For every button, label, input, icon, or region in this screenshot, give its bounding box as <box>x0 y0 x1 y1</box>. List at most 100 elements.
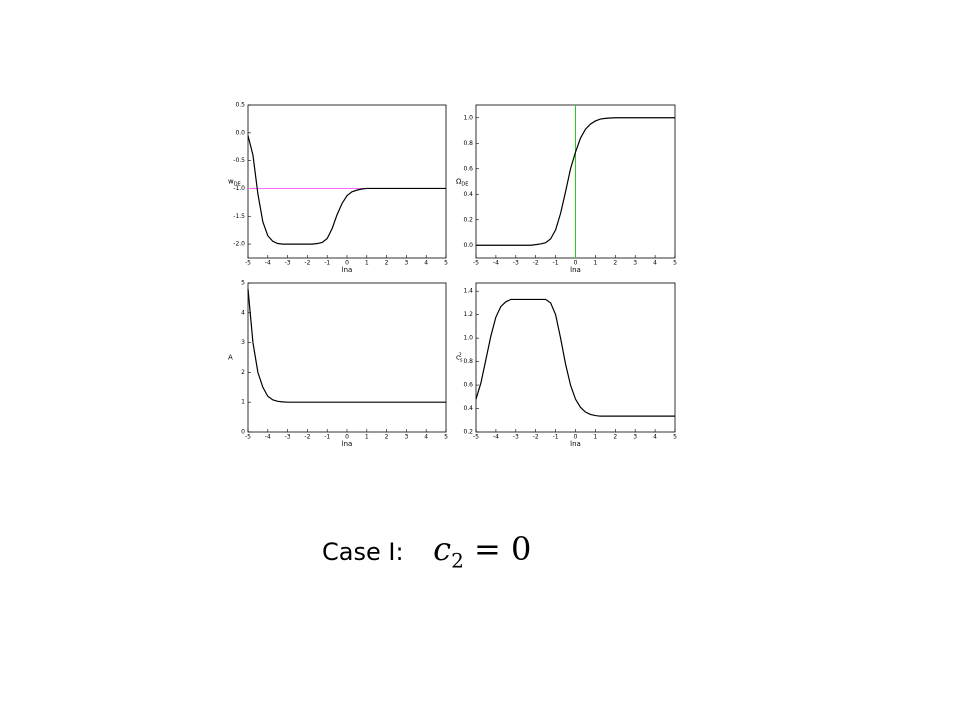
x-tick-label: 4 <box>424 434 428 441</box>
y-tick-label: 0.4 <box>463 191 473 198</box>
x-tick-label: -5 <box>473 434 479 441</box>
x-tick-label: -3 <box>285 260 291 267</box>
caption-math: c2 = 0 <box>433 530 532 572</box>
data-line <box>476 117 675 246</box>
y-label-sub: s <box>460 357 463 363</box>
y-tick-label: 0.2 <box>463 216 473 223</box>
caption-label: Case I: <box>322 538 404 566</box>
x-tick-label: -1 <box>553 434 559 441</box>
x-tick-label: -1 <box>553 260 559 267</box>
y-tick-label: 1.0 <box>463 335 473 342</box>
x-tick-label: 5 <box>673 260 677 267</box>
x-tick-label: 5 <box>444 260 448 267</box>
math-var: c <box>433 530 452 568</box>
x-tick-label: -5 <box>245 260 251 267</box>
y-label-main: Ω <box>456 178 462 186</box>
y-tick-label: 3 <box>241 339 245 346</box>
y-tick-label: 0.5 <box>235 102 245 109</box>
y-tick-label: -0.5 <box>233 157 245 164</box>
x-tick-label: 1 <box>365 260 369 267</box>
x-tick-label: 0 <box>574 260 578 267</box>
x-tick-label: 5 <box>673 434 677 441</box>
x-tick-label: 1 <box>365 434 369 441</box>
y-tick-label: 1.2 <box>463 311 473 318</box>
math-rhs: = 0 <box>474 530 532 568</box>
y-label-main: w <box>228 178 234 186</box>
x-tick-label: 3 <box>404 260 408 267</box>
y-label-sub: DE <box>461 181 468 187</box>
y-tick-label: -1.5 <box>233 213 245 220</box>
x-axis-label: lna <box>570 440 581 448</box>
x-tick-label: 3 <box>633 434 637 441</box>
y-tick-label: -1.0 <box>233 185 245 192</box>
x-tick-label: 3 <box>633 260 637 267</box>
y-tick-label: 1 <box>241 399 245 406</box>
x-tick-label: 4 <box>424 260 428 267</box>
y-tick-label: 1.4 <box>463 288 473 295</box>
x-tick-label: -2 <box>304 434 310 441</box>
y-tick-label: -2.0 <box>233 241 245 248</box>
math-sub: 2 <box>451 548 464 573</box>
x-tick-label: 3 <box>404 434 408 441</box>
caption: Case I: c2 = 0 <box>322 530 531 572</box>
x-tick-label: -3 <box>285 434 291 441</box>
x-axis-label: lna <box>570 266 581 274</box>
y-tick-label: 0.6 <box>463 165 473 172</box>
x-tick-label: 2 <box>613 260 617 267</box>
x-tick-label: 4 <box>653 434 657 441</box>
y-tick-label: 0 <box>241 429 245 436</box>
y-tick-label: 0.8 <box>463 140 473 147</box>
x-tick-label: 4 <box>653 260 657 267</box>
plot-frame <box>247 282 447 433</box>
x-tick-label: 5 <box>444 434 448 441</box>
y-label-main: c <box>456 354 460 362</box>
plot-frame <box>247 104 447 259</box>
y-tick-label: 0.4 <box>463 405 473 412</box>
charts: -5 -4 -3 -2 -1 0 1 2 3 4 5 -2.0 -1.5 -1.0 -0.5 0.0 0.5 ln… <box>228 102 677 449</box>
plot-frame <box>475 282 676 433</box>
x-tick-label: -2 <box>533 434 539 441</box>
y-axis-label: wDE <box>228 178 241 188</box>
x-tick-label: -2 <box>304 260 310 267</box>
x-tick-label: 2 <box>613 434 617 441</box>
data-line <box>247 288 446 403</box>
y-tick-label: 2 <box>241 369 245 376</box>
x-tick-label: -3 <box>513 434 519 441</box>
x-tick-label: 0 <box>345 260 349 267</box>
x-tick-label: -2 <box>533 260 539 267</box>
x-tick-label: 1 <box>593 260 597 267</box>
x-tick-label: -4 <box>493 260 499 267</box>
x-tick-label: 0 <box>574 434 578 441</box>
y-axis-label: A <box>228 354 233 362</box>
x-tick-label: 0 <box>345 434 349 441</box>
x-tick-label: -3 <box>513 260 519 267</box>
y-tick-label: 1.0 <box>463 114 473 121</box>
data-line <box>247 135 446 245</box>
x-axis-label: lna <box>342 266 353 274</box>
y-tick-label: 5 <box>241 280 245 287</box>
y-tick-label: 0.0 <box>463 242 473 249</box>
data-line <box>475 298 675 417</box>
x-tick-label: -4 <box>265 434 271 441</box>
y-tick-label: 4 <box>241 309 245 316</box>
x-axis-label: lna <box>342 440 353 448</box>
x-tick-label: -4 <box>493 434 499 441</box>
y-tick-label: 0.6 <box>463 382 473 389</box>
y-label-sup: 2 <box>458 352 461 358</box>
x-tick-label: -4 <box>265 260 271 267</box>
x-tick-label: -5 <box>245 434 251 441</box>
x-tick-label: 2 <box>385 260 389 267</box>
y-tick-label: 0.8 <box>463 358 473 365</box>
y-label-main: A <box>228 354 233 362</box>
x-tick-label: -1 <box>324 434 330 441</box>
y-tick-label: 0.2 <box>463 429 473 436</box>
y-axis-label: ΩDE <box>456 178 468 188</box>
y-tick-label: 0.0 <box>235 129 245 136</box>
x-tick-label: -1 <box>324 260 330 267</box>
x-tick-label: -5 <box>473 260 479 267</box>
x-tick-label: 1 <box>593 434 597 441</box>
y-label-sub: DE <box>234 181 241 187</box>
x-tick-label: 2 <box>385 434 389 441</box>
y-axis-label: cs2 <box>456 352 463 363</box>
